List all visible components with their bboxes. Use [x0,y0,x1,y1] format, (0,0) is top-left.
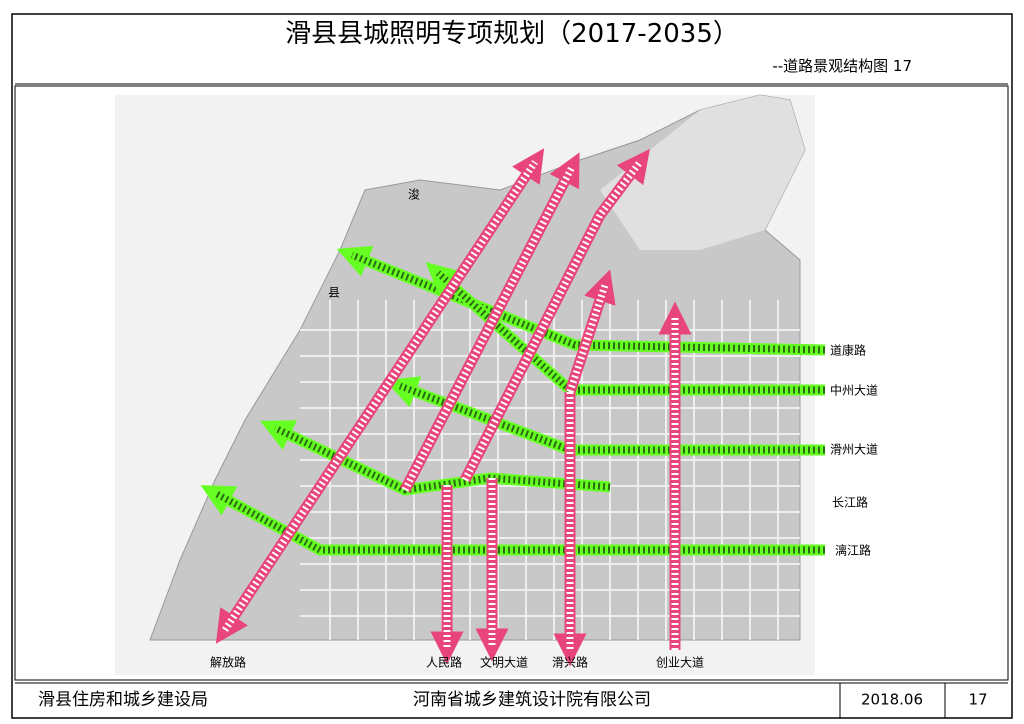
road-label: 滑州大道 [830,443,878,457]
road-label: 文明大道 [480,655,528,670]
road-label: 长江路 [832,495,868,510]
road-dash [273,424,611,494]
road-dash [461,159,643,482]
road-label: 滑兴路 [552,655,588,670]
place-label: 县 [328,286,340,300]
road-dash [222,160,538,632]
road-label: 道康路 [830,343,866,358]
map-frame [14,85,1009,681]
road-label: 中州大道 [830,383,878,398]
date: 2018.06 [861,691,923,709]
road-label: 创业大道 [656,656,704,670]
page-number: 17 [968,691,987,709]
client-name: 滑县住房和城乡建设局 [38,690,208,710]
road-label: 漓江路 [835,543,871,558]
road-dash [401,165,576,492]
forest-park [600,95,805,250]
sheet-border [11,13,1013,719]
road-network [200,148,826,667]
road-label: 人民路 [426,655,462,670]
place-label: 浚 [408,187,420,202]
title: 滑县县城照明专项规划（2017-2035） [285,19,739,49]
road-dash [566,283,609,394]
designer-name: 河南省城乡建筑设计院有限公司 [413,690,651,710]
subtitle: --道路景观结构图 17 [772,57,912,75]
road-label: 解放路 [210,655,246,670]
